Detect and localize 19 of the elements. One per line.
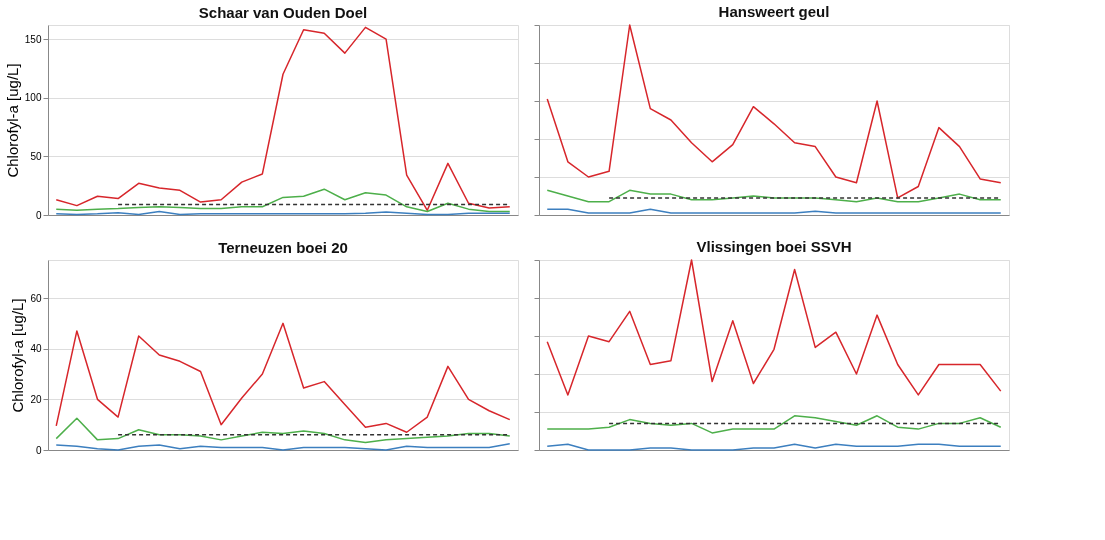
chart-title: Vlissingen boei SSVH xyxy=(696,238,852,256)
y-tick-label: 40 xyxy=(30,343,42,355)
y-tick-label: 0 xyxy=(35,444,42,456)
y-tick-label: 150 xyxy=(24,33,42,45)
line-series xyxy=(55,322,511,434)
chart-title: Terneuzen boei 20 xyxy=(218,239,348,256)
line-series xyxy=(55,417,511,444)
line-series xyxy=(55,188,511,213)
y-tick-label: 100 xyxy=(24,92,42,104)
line-series xyxy=(55,26,511,212)
y-axis-title: Chlorofyl-a [ug/L] xyxy=(3,63,21,178)
chart-title: Schaar van Ouden Doel xyxy=(198,4,368,21)
y-tick-label: 20 xyxy=(30,393,42,405)
y-tick-label: 60 xyxy=(30,292,42,304)
y-tick-label: 0 xyxy=(35,209,42,221)
y-axis-title: Chlorofyl-a [ug/L] xyxy=(9,298,27,413)
line-series xyxy=(55,442,511,451)
chart-title: Hansweert geul xyxy=(718,3,830,21)
y-tick-label: 50 xyxy=(30,150,42,162)
